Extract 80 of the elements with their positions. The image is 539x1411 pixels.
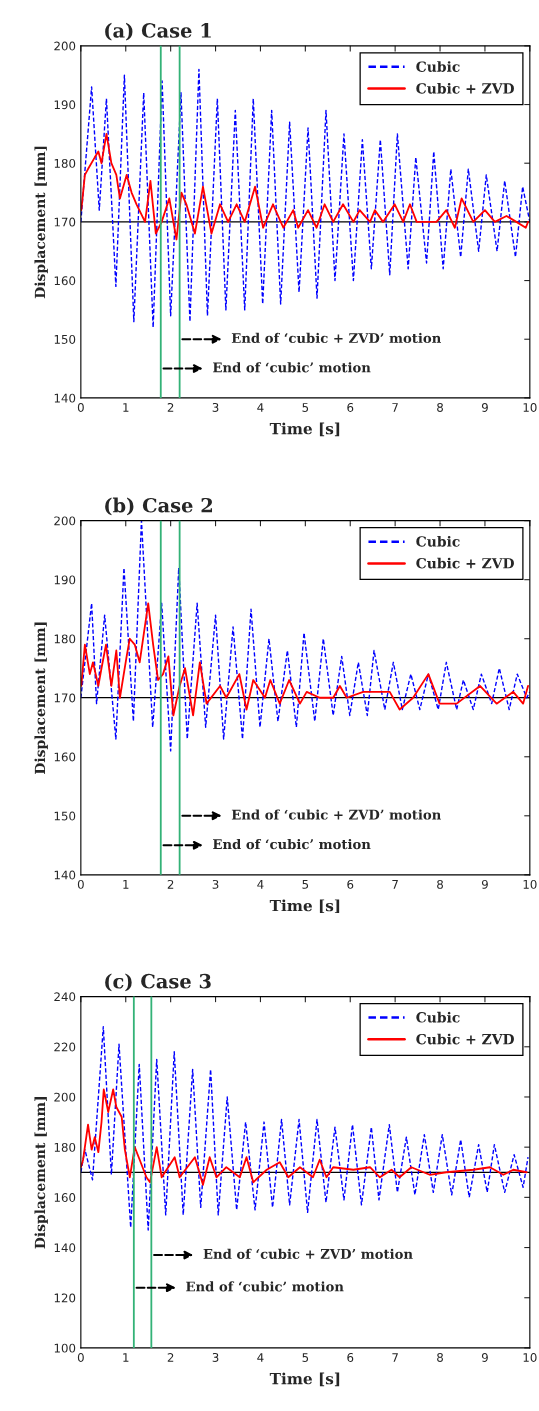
y-tick-label: 240 bbox=[54, 992, 76, 1002]
x-tick-label: 9 bbox=[481, 1353, 488, 1362]
x-tick-label: 8 bbox=[437, 1353, 443, 1362]
y-tick-label: 140 bbox=[54, 870, 76, 880]
x-tick-label: 1 bbox=[123, 880, 129, 889]
annotation: End of ‘cubic’ motion bbox=[213, 362, 371, 373]
x-tick-label: 10 bbox=[523, 879, 537, 889]
x-tick-label: 7 bbox=[392, 403, 398, 412]
y-axis-title: Displacement [mm] bbox=[34, 146, 48, 299]
x-tick-label: 0 bbox=[77, 1353, 84, 1362]
x-tick-label: 6 bbox=[347, 1353, 354, 1362]
x-tick-label: 1 bbox=[123, 403, 129, 412]
x-tick-label: 8 bbox=[437, 879, 443, 889]
x-axis-title: Time [s] bbox=[269, 1372, 340, 1387]
line-series bbox=[80, 1088, 528, 1186]
y-tick-label: 160 bbox=[54, 276, 76, 286]
y-tick-label: 200 bbox=[54, 1092, 76, 1102]
legend-label: Cubic + ZVD bbox=[416, 82, 514, 94]
x-tick-label: 1 bbox=[123, 1353, 129, 1362]
y-tick-label: 170 bbox=[54, 693, 76, 703]
y-tick-label: 150 bbox=[54, 811, 76, 821]
x-tick-label: 4 bbox=[257, 403, 264, 412]
chart-title: (b) Case 2 bbox=[105, 497, 213, 516]
y-tick-label: 140 bbox=[54, 393, 76, 403]
legend-label: Cubic + ZVD bbox=[416, 557, 514, 569]
chart-title: (a) Case 1 bbox=[105, 22, 211, 41]
y-axis-title: Displacement [mm] bbox=[34, 1097, 48, 1249]
legend-label: Cubic + ZVD bbox=[416, 1033, 514, 1045]
x-tick-label: 8 bbox=[437, 402, 443, 412]
x-tick-label: 7 bbox=[392, 880, 398, 889]
y-tick-label: 190 bbox=[54, 100, 76, 110]
y-tick-label: 180 bbox=[54, 634, 76, 644]
x-tick-label: 5 bbox=[302, 1353, 309, 1362]
x-tick-label: 5 bbox=[302, 403, 309, 412]
y-tick-label: 180 bbox=[54, 1142, 76, 1152]
y-axis-title: Displacement [mm] bbox=[34, 622, 48, 775]
y-tick-label: 120 bbox=[54, 1293, 76, 1303]
x-tick-label: 4 bbox=[257, 880, 264, 889]
line-series bbox=[80, 1026, 529, 1231]
x-tick-label: 3 bbox=[212, 1353, 219, 1362]
x-tick-label: 10 bbox=[523, 402, 537, 412]
x-tick-label: 6 bbox=[347, 402, 354, 412]
x-tick-label: 9 bbox=[481, 879, 488, 889]
y-tick-label: 180 bbox=[54, 158, 76, 168]
y-tick-label: 140 bbox=[54, 1243, 76, 1253]
x-axis-title: Time [s] bbox=[269, 899, 340, 914]
y-tick-label: 190 bbox=[54, 575, 76, 585]
x-axis-title: Time [s] bbox=[269, 422, 340, 437]
annotation: End of ‘cubic’ motion bbox=[213, 838, 371, 850]
chart-title: (c) Case 3 bbox=[105, 973, 211, 992]
x-tick-label: 9 bbox=[481, 402, 488, 412]
legend-label: Cubic bbox=[416, 535, 460, 547]
y-tick-label: 200 bbox=[54, 41, 76, 51]
y-tick-label: 160 bbox=[54, 752, 76, 762]
x-tick-label: 7 bbox=[392, 1353, 398, 1362]
x-tick-label: 10 bbox=[523, 1353, 537, 1362]
line-series bbox=[80, 132, 529, 241]
x-tick-label: 3 bbox=[212, 879, 219, 889]
x-tick-label: 5 bbox=[302, 880, 309, 889]
y-tick-label: 150 bbox=[54, 334, 76, 344]
legend-label: Cubic bbox=[416, 1011, 460, 1023]
x-tick-label: 6 bbox=[347, 879, 354, 889]
x-tick-label: 0 bbox=[77, 879, 84, 889]
y-tick-label: 200 bbox=[54, 516, 76, 526]
x-tick-label: 3 bbox=[212, 402, 219, 412]
annotation: End of ‘cubic + ZVD’ motion bbox=[203, 1248, 413, 1259]
y-tick-label: 170 bbox=[54, 217, 76, 227]
x-tick-label: 0 bbox=[77, 402, 84, 412]
x-tick-label: 2 bbox=[167, 879, 174, 889]
annotation: End of ‘cubic’ motion bbox=[186, 1281, 344, 1292]
legend-label: Cubic bbox=[416, 61, 460, 72]
y-tick-label: 100 bbox=[54, 1343, 76, 1353]
y-tick-label: 220 bbox=[54, 1042, 76, 1052]
x-tick-label: 4 bbox=[257, 1353, 264, 1362]
x-tick-label: 2 bbox=[167, 1353, 174, 1362]
line-series bbox=[80, 602, 529, 717]
annotation: End of ‘cubic + ZVD’ motion bbox=[231, 332, 441, 344]
x-tick-label: 2 bbox=[167, 402, 174, 412]
y-tick-label: 160 bbox=[54, 1193, 76, 1203]
annotation: End of ‘cubic + ZVD’ motion bbox=[231, 809, 441, 820]
